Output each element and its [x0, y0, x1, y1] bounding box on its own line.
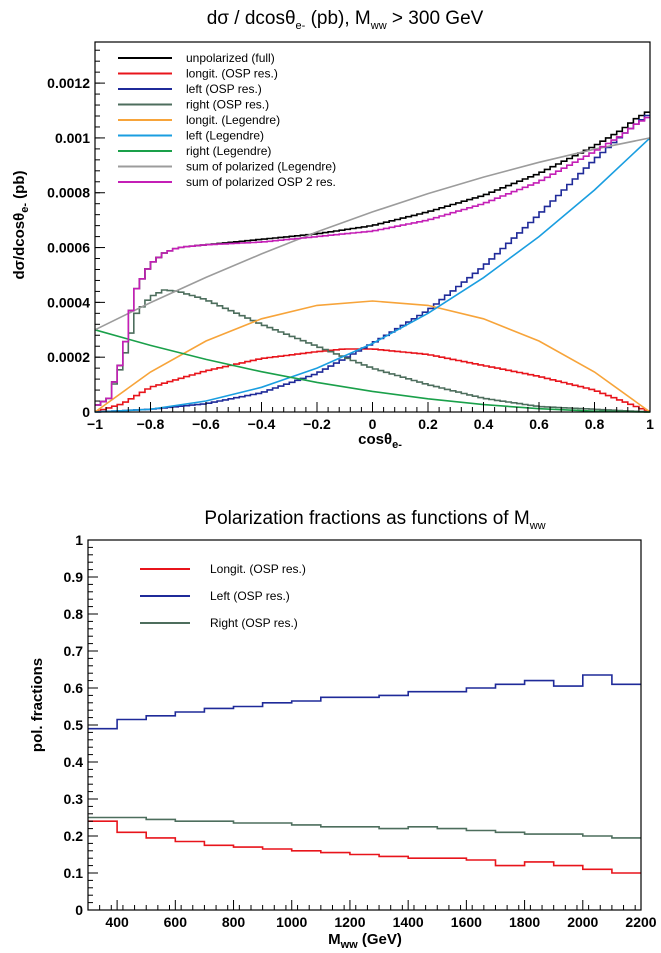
- chart-title: dσ / dcosθe- (pb), Mww > 300 GeV: [207, 8, 484, 32]
- x-tick-label: 0.2: [418, 416, 438, 432]
- series-line-longit-osp-res: [95, 348, 650, 413]
- y-tick-label: 0.001: [55, 130, 90, 146]
- x-tick-label: 0: [369, 416, 377, 432]
- y-tick-label: 0.4: [64, 754, 84, 770]
- y-tick-label: 0.9: [64, 569, 84, 585]
- legend-label: sum of polarized (Legendre): [186, 160, 336, 174]
- y-tick-label: 0.0004: [47, 294, 90, 310]
- y-axis-label-unit: (pb): [11, 171, 28, 203]
- x-tick-label: 1: [646, 416, 654, 432]
- y-tick-label: 0.7: [64, 643, 84, 659]
- x-tick-label: 1400: [393, 914, 424, 930]
- x-axis-label-main: cosθ: [358, 431, 392, 448]
- x-tick-label: 1600: [451, 914, 482, 930]
- legend-label: sum of polarized OSP 2 res.: [186, 175, 336, 189]
- x-tick-label: 1000: [276, 914, 307, 930]
- x-tick-label: 800: [222, 914, 246, 930]
- y-axis-label-main: dσ/dcosθ: [11, 213, 28, 280]
- polarization-fractions-panel: Polarization fractions as functions of M…: [29, 508, 657, 951]
- y-axis-label-subscript: e-: [19, 203, 31, 213]
- y-tick-label: 0: [82, 404, 90, 420]
- y-tick-label: 0.8: [64, 606, 84, 622]
- legend-label: left (Legendre): [186, 129, 264, 143]
- series-line-right-legendre: [94, 329, 651, 413]
- legend-label: longit. (Legendre): [186, 113, 280, 127]
- x-tick-label: 0.6: [529, 416, 549, 432]
- title-subscript: e-: [296, 20, 306, 32]
- y-tick-label: 0.0012: [47, 75, 90, 91]
- x-tick-label: −0.4: [248, 416, 276, 432]
- x-tick-label: 1200: [334, 914, 365, 930]
- series-line-left-osp-res: [88, 674, 641, 730]
- y-tick-label: 0.0006: [47, 240, 90, 256]
- series-line-left-legendre: [94, 137, 651, 413]
- y-tick-label: 0.0002: [47, 349, 90, 365]
- x-tick-label: 2200: [625, 914, 656, 930]
- x-tick-label: 600: [164, 914, 188, 930]
- legend-label: Left (OSP res.): [210, 589, 290, 603]
- plot-area: [94, 111, 651, 413]
- x-axis-label-unit: (GeV): [358, 931, 402, 948]
- x-axis-label: Mww (GeV): [328, 931, 402, 951]
- y-axis-label: dσ/dcosθe- (pb): [11, 171, 31, 280]
- x-tick-label: −0.2: [303, 416, 331, 432]
- title-part: > 300 GeV: [387, 8, 484, 29]
- y-axis-label: pol. fractions: [29, 658, 46, 752]
- y-tick-label: 0.6: [64, 680, 84, 696]
- x-axis-label-subscript: e-: [392, 439, 402, 451]
- title-subscript: ww: [370, 20, 387, 32]
- title-part: dσ / dcosθ: [207, 8, 296, 29]
- axes: −1 −0.8 −0.6 −0.4 −0.2 0 0.2 0.4 0.6 0.8 1 0 0.0002 0…: [47, 41, 654, 432]
- x-axis-label-subscript: ww: [340, 939, 359, 951]
- y-tick-label: 0.0008: [47, 185, 90, 201]
- y-tick-label: 0.1: [64, 865, 84, 881]
- x-tick-label: 1800: [509, 914, 540, 930]
- y-tick-label: 1: [75, 532, 83, 548]
- legend-label: Right (OSP res.): [210, 616, 298, 630]
- legend-label: left (OSP res.): [186, 82, 262, 96]
- y-tick-label: 0.2: [64, 828, 84, 844]
- legend-label: Longit. (OSP res.): [210, 562, 306, 576]
- chart-title: Polarization fractions as functions of M…: [204, 508, 545, 532]
- x-tick-label: −1: [87, 416, 103, 432]
- x-tick-label: 0.4: [474, 416, 494, 432]
- series-line-longit-osp-res: [88, 820, 641, 874]
- series-line-right-osp-res: [95, 289, 650, 413]
- title-subscript: ww: [529, 520, 546, 532]
- legend-label: longit. (OSP res.): [186, 67, 278, 81]
- angular-distribution-panel: dσ / dcosθe- (pb), Mww > 300 GeV unpolar…: [11, 8, 654, 451]
- x-axis-label: cosθe-: [358, 431, 402, 451]
- x-tick-label: 2000: [567, 914, 598, 930]
- y-tick-label: 0: [75, 902, 83, 918]
- x-tick-label: 400: [105, 914, 129, 930]
- x-axis-label-main: M: [328, 931, 341, 948]
- legend-label: unpolarized (full): [186, 51, 275, 65]
- x-tick-label: −0.8: [137, 416, 165, 432]
- legend-label: right (Legendre): [186, 144, 271, 158]
- legend: Longit. (OSP res.) Left (OSP res.) Right (…: [140, 562, 306, 630]
- plot-area: [88, 674, 641, 874]
- x-tick-label: −0.6: [192, 416, 220, 432]
- axes: 400 600 800 1000 1200 1400 1600 1800 2000 2200 0 0.…: [64, 532, 657, 930]
- series-line-sum-of-polarized-osp-2-res: [95, 116, 650, 406]
- series-line-right-osp-res: [88, 816, 641, 839]
- y-tick-label: 0.3: [64, 791, 84, 807]
- series-line-longit-legendre: [94, 300, 651, 413]
- x-tick-label: 0.8: [585, 416, 605, 432]
- title-part: Polarization fractions as functions of M: [204, 508, 529, 529]
- title-part: (pb), M: [305, 8, 370, 29]
- series-line-sum-of-polarized-legendre: [94, 137, 651, 331]
- y-tick-label: 0.5: [64, 717, 84, 733]
- legend: unpolarized (full)longit. (OSP res.)left…: [118, 51, 336, 189]
- legend-label: right (OSP res.): [186, 98, 269, 112]
